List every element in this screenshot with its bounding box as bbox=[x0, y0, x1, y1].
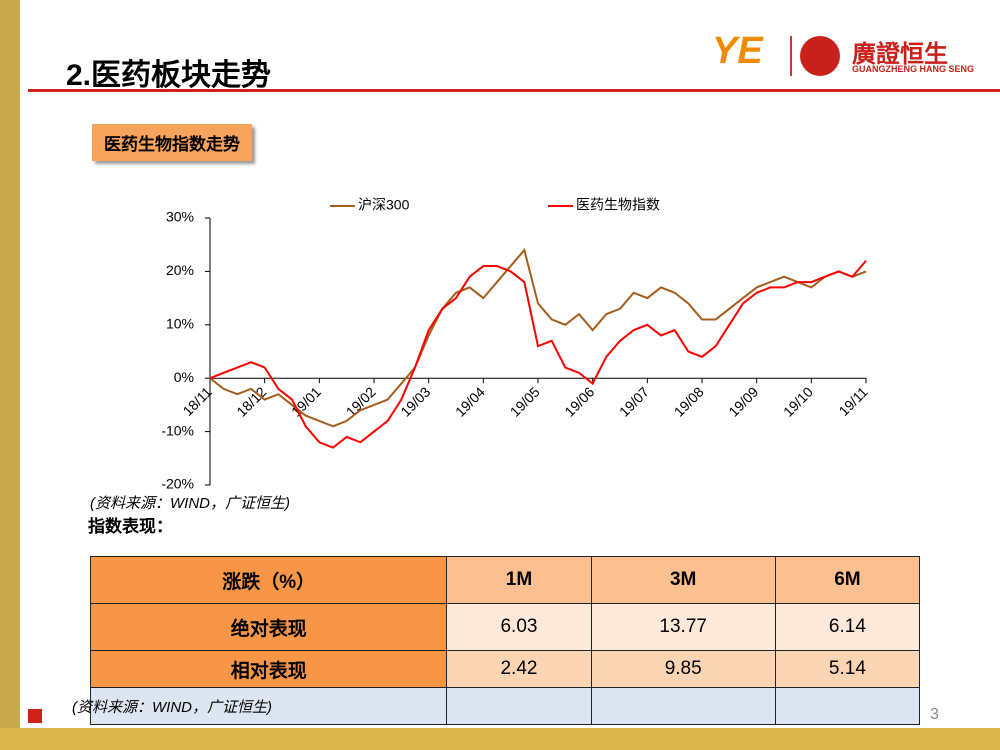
table-row bbox=[89, 687, 921, 725]
logo-en: GUANGZHENG HANG SENG bbox=[852, 64, 975, 74]
x-tick-label: 19/08 bbox=[671, 383, 707, 419]
table-row: 涨跌（%） 1M 3M 6M bbox=[89, 556, 921, 604]
x-tick-label: 19/03 bbox=[397, 383, 433, 419]
table-cell: 相对表现 bbox=[89, 650, 448, 688]
table: 涨跌（%） 1M 3M 6M 绝对表现 6.03 13.77 6.14 相对表现 2.42 9.85… bbox=[89, 556, 921, 725]
page-number: 3 bbox=[930, 706, 939, 723]
logo-cn: 廣證恒生 bbox=[852, 41, 948, 68]
table-cell bbox=[89, 687, 448, 725]
legend-label: 医药生物指数 bbox=[576, 197, 660, 213]
x-tick-label: 19/04 bbox=[452, 383, 488, 419]
x-tick-label: 19/09 bbox=[725, 383, 761, 419]
table-cell bbox=[446, 687, 592, 725]
y-tick-label: -10% bbox=[161, 422, 194, 438]
x-tick-label: 19/11 bbox=[835, 383, 871, 419]
table-cell bbox=[774, 687, 921, 725]
table-cell: 6.14 bbox=[774, 603, 921, 651]
table-row: 相对表现 2.42 9.85 5.14 bbox=[89, 650, 921, 688]
y-tick-label: 20% bbox=[166, 262, 194, 278]
logo-seal bbox=[800, 36, 840, 76]
section-label: 医药生物指数走势 bbox=[92, 124, 252, 161]
x-tick-label: 19/07 bbox=[616, 383, 652, 419]
series-line bbox=[209, 247, 867, 428]
corner-square bbox=[28, 709, 42, 723]
table-cell: 2.42 bbox=[446, 650, 592, 688]
y-tick-label: 0% bbox=[174, 369, 194, 385]
logo-divider bbox=[790, 36, 792, 76]
table-cell: 5.14 bbox=[774, 650, 921, 688]
chart-source: (资料来源：WIND，广证恒生) bbox=[90, 495, 290, 512]
slide-title: 2.医药板块走势 bbox=[66, 59, 272, 92]
table-cell bbox=[590, 687, 776, 725]
table-cell: 13.77 bbox=[590, 603, 776, 651]
legend-label: 沪深300 bbox=[358, 197, 410, 213]
table-cell: 1M bbox=[446, 556, 592, 604]
table-cell: 绝对表现 bbox=[89, 603, 448, 651]
series-line bbox=[209, 260, 867, 449]
y-tick-label: 30% bbox=[166, 209, 194, 225]
logo-mark: YE bbox=[712, 30, 763, 72]
table-cell: 6M bbox=[774, 556, 921, 604]
x-tick-label: 19/05 bbox=[507, 383, 543, 419]
x-tick-label: 19/02 bbox=[343, 383, 379, 419]
table-cell: 6.03 bbox=[446, 603, 592, 651]
y-tick-label: -20% bbox=[161, 476, 194, 492]
left-bar bbox=[0, 0, 20, 750]
table-row: 绝对表现 6.03 13.77 6.14 bbox=[89, 603, 921, 651]
bottom-bar bbox=[0, 728, 1000, 750]
table-cell: 9.85 bbox=[590, 650, 776, 688]
title-rule bbox=[28, 89, 1000, 92]
x-tick-label: 19/10 bbox=[780, 383, 816, 419]
chart: -20%-10%0%10%20%30%18/11 18/12 19/01 19/02 1… bbox=[161, 197, 871, 492]
table-title: 指数表现： bbox=[88, 517, 173, 536]
table-cell: 涨跌（%） bbox=[89, 556, 448, 604]
y-tick-label: 10% bbox=[166, 316, 194, 332]
table-source: (资料来源：WIND，广证恒生) bbox=[72, 699, 272, 716]
table-cell: 3M bbox=[590, 556, 776, 604]
x-tick-label: 19/06 bbox=[561, 383, 597, 419]
